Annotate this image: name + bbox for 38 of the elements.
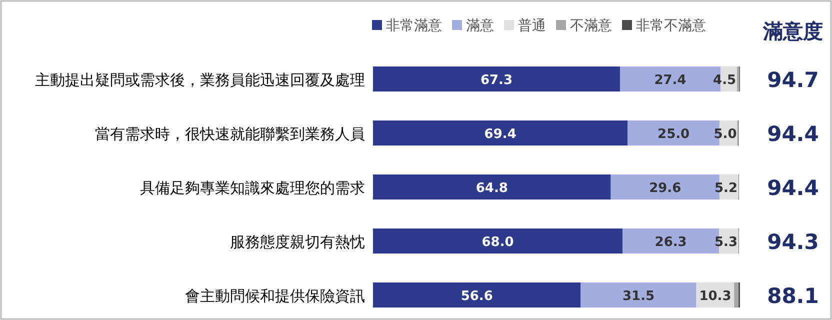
data-label: 26.3 bbox=[654, 235, 687, 250]
data-label: 69.4 bbox=[484, 127, 516, 142]
y-tick-label: 會主動問候和提供保險資訊 bbox=[185, 287, 365, 305]
data-label: 68.0 bbox=[482, 235, 514, 250]
bar bbox=[734, 282, 739, 308]
data-label: 5.0 bbox=[714, 127, 737, 142]
data-label: 5.3 bbox=[714, 235, 738, 250]
text: 94.7 bbox=[767, 68, 819, 92]
data-label: 67.3 bbox=[480, 73, 513, 88]
legend-label: 非常滿意 bbox=[386, 18, 442, 34]
data-label: 10.3 bbox=[699, 289, 732, 304]
y-tick-label: 主動提出疑問或需求後，業務員能迅速回覆及處理 bbox=[35, 71, 365, 89]
y-tick-label: 服務態度親切有熱忱 bbox=[230, 233, 365, 251]
text: 94.4 bbox=[767, 176, 819, 200]
bar bbox=[373, 66, 620, 92]
data-label: 4.5 bbox=[713, 73, 736, 88]
data-label: 64.8 bbox=[476, 181, 508, 196]
legend-label: 滿意 bbox=[466, 18, 494, 34]
text: 94.4 bbox=[767, 122, 819, 146]
bar bbox=[373, 120, 628, 146]
bar bbox=[580, 282, 696, 308]
legend-label: 不滿意 bbox=[570, 18, 612, 34]
y-tick-label: 具備足夠專業知識來處理您的需求 bbox=[140, 179, 365, 197]
legend-label: 非常不滿意 bbox=[636, 18, 706, 34]
text: 94.3 bbox=[767, 230, 819, 254]
y-tick-label: 當有需求時，很快速就能聯繫到業務人員 bbox=[95, 125, 365, 143]
data-label: 27.4 bbox=[654, 73, 686, 88]
data-label: 29.6 bbox=[649, 181, 682, 196]
bar bbox=[373, 174, 611, 200]
data-label: 5.2 bbox=[714, 181, 738, 196]
data-label: 31.5 bbox=[622, 289, 655, 304]
bar bbox=[373, 282, 581, 308]
text: 88.1 bbox=[767, 284, 819, 308]
bar bbox=[373, 228, 623, 254]
legend-label: 普通 bbox=[518, 17, 546, 34]
text: 滿意度 bbox=[762, 19, 823, 43]
data-label: 56.6 bbox=[460, 289, 493, 304]
data-label: 25.0 bbox=[658, 127, 690, 142]
